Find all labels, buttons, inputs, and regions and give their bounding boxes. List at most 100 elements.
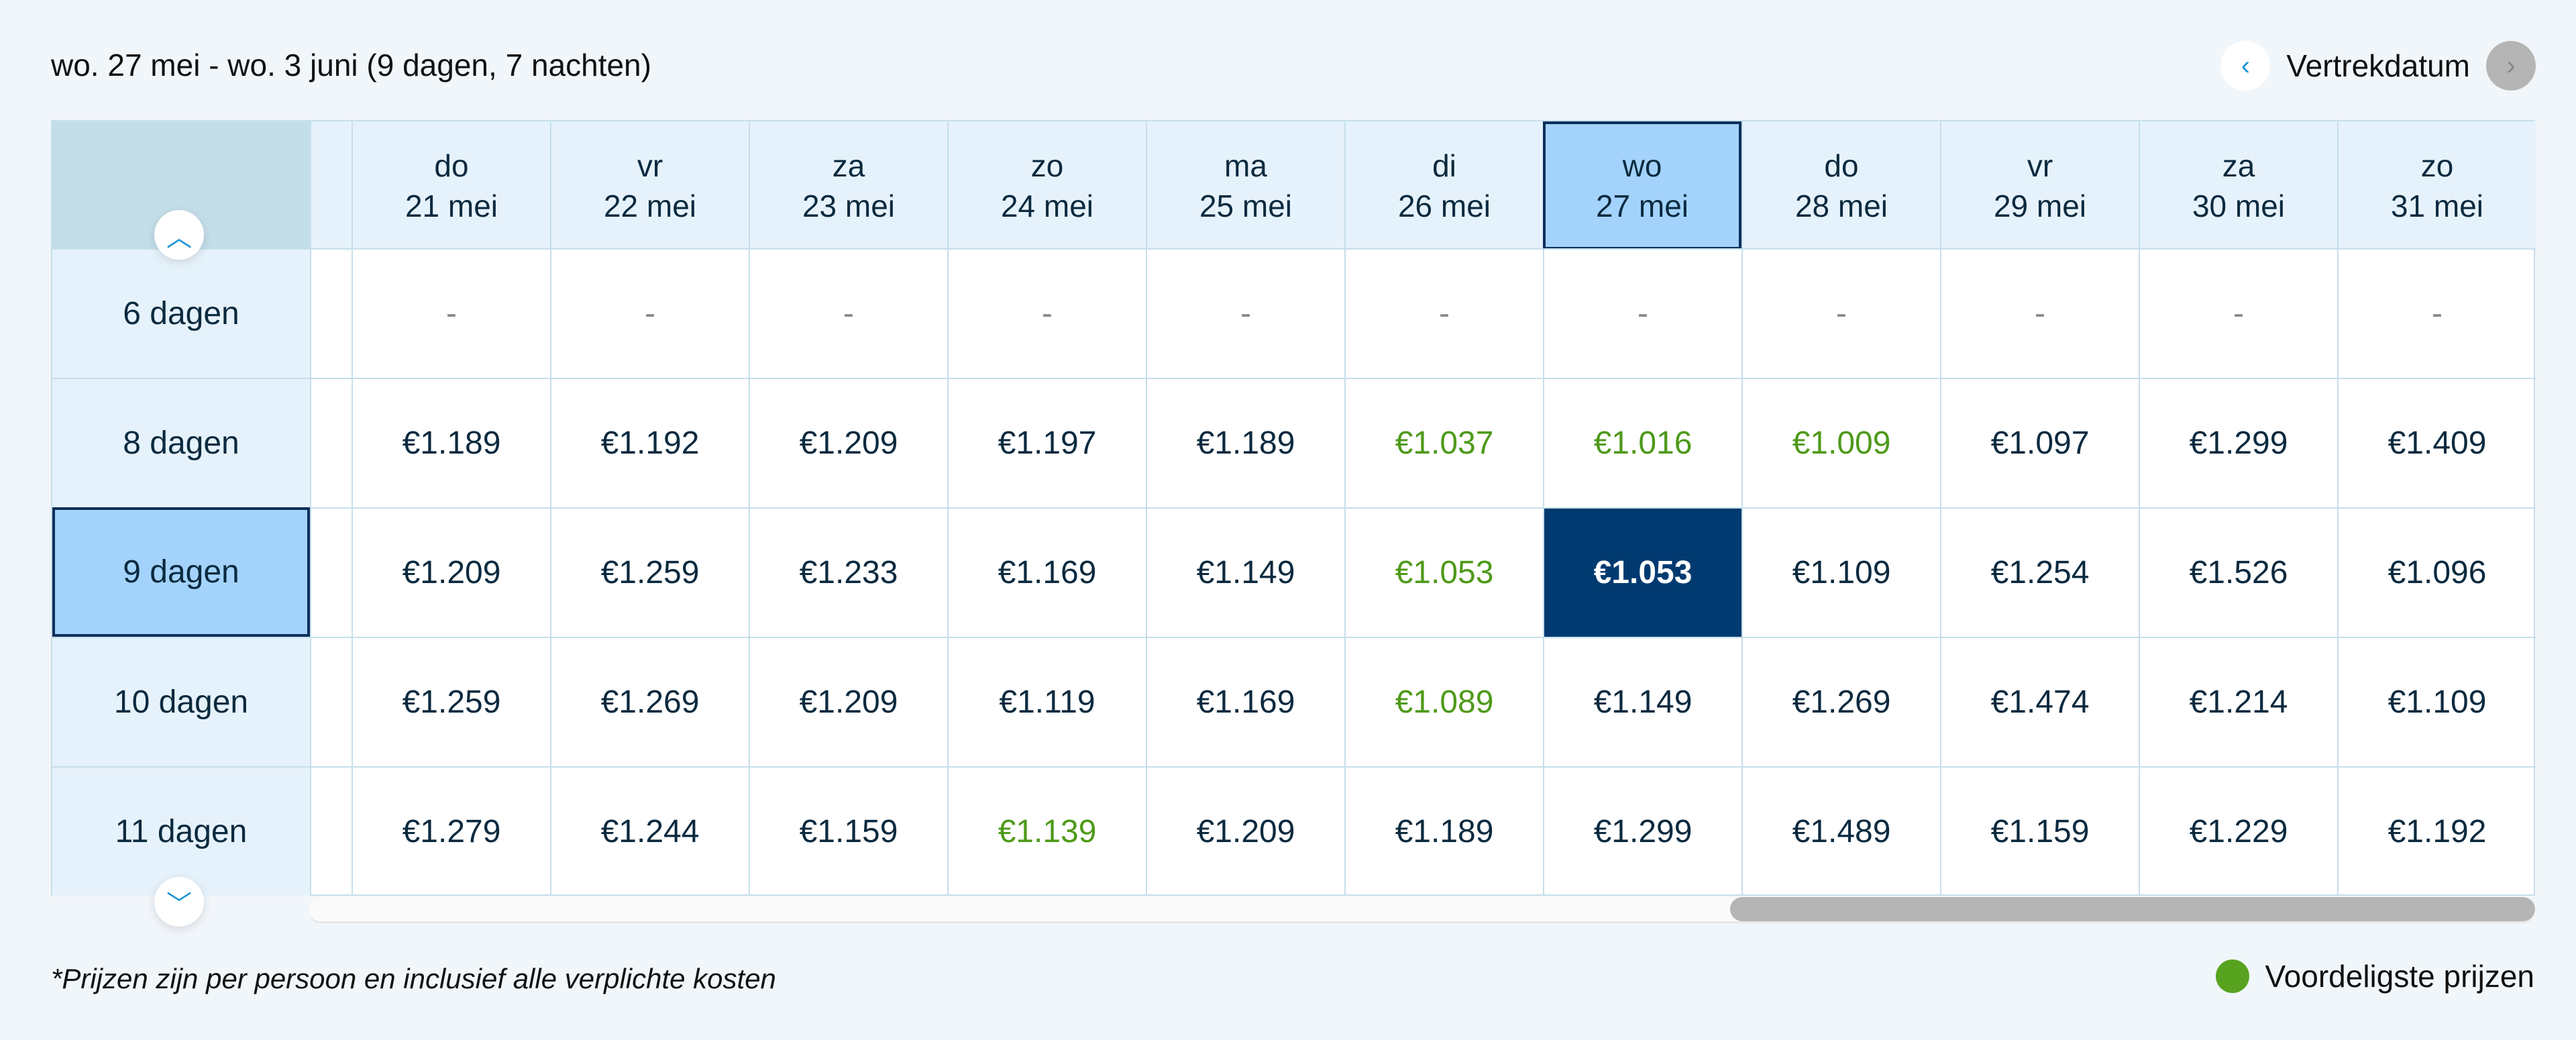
price-cell: - — [1146, 248, 1344, 378]
price-cell[interactable]: €1.209 — [352, 507, 550, 637]
column-date: 26 mei — [1397, 188, 1491, 223]
price-cell[interactable]: €1.229 — [2139, 766, 2337, 896]
price-cell[interactable]: €1.159 — [749, 766, 947, 896]
price-cell[interactable]: €1.053 — [1543, 507, 1741, 637]
price-cell: - — [352, 248, 550, 378]
row-spacer — [310, 507, 353, 637]
scrollbar-thumb[interactable] — [1730, 897, 2535, 921]
column-header[interactable]: di 26 mei — [1344, 121, 1543, 250]
price-cell[interactable]: €1.149 — [1543, 637, 1741, 766]
column-date: 28 mei — [1794, 188, 1888, 223]
column-date: 29 mei — [1993, 188, 2087, 223]
column-date: 30 mei — [2192, 188, 2286, 223]
price-cell[interactable]: €1.214 — [2139, 637, 2337, 766]
price-cell[interactable]: €1.159 — [1940, 766, 2139, 896]
price-cell[interactable]: €1.474 — [1940, 637, 2139, 766]
price-cell[interactable]: €1.139 — [947, 766, 1146, 896]
price-cell[interactable]: €1.299 — [1543, 766, 1741, 896]
price-cell[interactable]: €1.192 — [550, 378, 749, 507]
row-label[interactable]: 11 dagen — [52, 766, 310, 896]
column-header[interactable]: vr 22 mei — [550, 121, 749, 250]
price-cell[interactable]: €1.244 — [550, 766, 749, 896]
row-label[interactable]: 10 dagen — [52, 637, 310, 766]
price-cell[interactable]: €1.037 — [1344, 378, 1543, 507]
row-label[interactable]: 6 dagen — [52, 248, 310, 378]
price-cell[interactable]: €1.409 — [2337, 378, 2536, 507]
column-header[interactable]: do 28 mei — [1741, 121, 1940, 250]
price-cell: - — [1741, 248, 1940, 378]
price-matrix: do 21 mei vr 22 mei za 23 mei zo 24 mei ma 25 mei… — [51, 120, 2536, 896]
column-date: 23 mei — [802, 188, 896, 223]
price-cell: - — [2139, 248, 2337, 378]
horizontal-scrollbar[interactable] — [309, 897, 2535, 923]
price-cell[interactable]: €1.209 — [1146, 766, 1344, 896]
price-cell: - — [1940, 248, 2139, 378]
column-header[interactable]: ma 25 mei — [1146, 121, 1344, 250]
column-day: za — [2222, 148, 2255, 183]
column-date: 31 mei — [2390, 188, 2484, 223]
cheapest-price-dot — [2215, 959, 2249, 993]
price-cell[interactable]: €1.209 — [749, 378, 947, 507]
price-cell[interactable]: €1.096 — [2337, 507, 2536, 637]
price-cell[interactable]: €1.192 — [2337, 766, 2536, 896]
departure-date-nav: ‹ Vertrekdatum › — [2220, 40, 2536, 91]
price-cell[interactable]: €1.149 — [1146, 507, 1344, 637]
column-day: do — [1824, 148, 1859, 183]
column-day: za — [832, 148, 865, 183]
price-cell: - — [1543, 248, 1741, 378]
price-cell[interactable]: €1.269 — [550, 637, 749, 766]
row-label[interactable]: 8 dagen — [52, 378, 310, 507]
price-cell[interactable]: €1.254 — [1940, 507, 2139, 637]
row-spacer — [310, 248, 353, 378]
price-cell: - — [749, 248, 947, 378]
price-cell[interactable]: €1.526 — [2139, 507, 2337, 637]
row-spacer — [310, 766, 353, 896]
price-cell[interactable]: €1.299 — [2139, 378, 2337, 507]
previous-dates-button[interactable]: ‹ — [2220, 41, 2271, 91]
scroll-down-button[interactable]: ﹀ — [154, 877, 204, 927]
column-day: vr — [2027, 148, 2053, 183]
column-date: 27 mei — [1595, 188, 1689, 223]
price-cell[interactable]: €1.233 — [749, 507, 947, 637]
column-header[interactable]: zo 24 mei — [947, 121, 1146, 250]
price-cell[interactable]: €1.189 — [1344, 766, 1543, 896]
price-cell[interactable]: €1.169 — [1146, 637, 1344, 766]
chevron-left-icon: ‹ — [2241, 50, 2251, 81]
price-cell[interactable]: €1.197 — [947, 378, 1146, 507]
column-date: 25 mei — [1199, 188, 1293, 223]
column-header[interactable]: do 21 mei — [352, 121, 550, 250]
price-cell[interactable]: €1.053 — [1344, 507, 1543, 637]
row-label[interactable]: 9 dagen — [52, 507, 310, 637]
price-cell[interactable]: €1.489 — [1741, 766, 1940, 896]
price-cell[interactable]: €1.259 — [550, 507, 749, 637]
price-cell[interactable]: €1.119 — [947, 637, 1146, 766]
price-cell[interactable]: €1.109 — [2337, 637, 2536, 766]
price-cell[interactable]: €1.259 — [352, 637, 550, 766]
column-day: wo — [1622, 148, 1662, 183]
price-cell[interactable]: €1.189 — [1146, 378, 1344, 507]
next-dates-button[interactable]: › — [2486, 41, 2536, 91]
price-cell[interactable]: €1.269 — [1741, 637, 1940, 766]
column-day: zo — [2420, 148, 2454, 183]
row-spacer — [310, 378, 353, 507]
price-cell[interactable]: €1.089 — [1344, 637, 1543, 766]
column-day: di — [1432, 148, 1456, 183]
price-cell[interactable]: €1.009 — [1741, 378, 1940, 507]
column-header[interactable]: za 30 mei — [2139, 121, 2337, 250]
price-cell[interactable]: €1.169 — [947, 507, 1146, 637]
scroll-up-button[interactable]: ︿ — [154, 210, 204, 260]
legend: Voordeligste prijzen — [2215, 958, 2534, 994]
price-cell[interactable]: €1.189 — [352, 378, 550, 507]
price-cell[interactable]: €1.209 — [749, 637, 947, 766]
price-cell[interactable]: €1.097 — [1940, 378, 2139, 507]
column-date: 22 mei — [603, 188, 697, 223]
price-cell[interactable]: €1.279 — [352, 766, 550, 896]
column-header[interactable]: vr 29 mei — [1940, 121, 2139, 250]
column-header[interactable]: za 23 mei — [749, 121, 947, 250]
price-cell[interactable]: €1.109 — [1741, 507, 1940, 637]
chevron-down-icon: ﹀ — [166, 890, 192, 919]
column-header[interactable]: wo 27 mei — [1543, 121, 1741, 250]
column-day: do — [434, 148, 469, 183]
price-cell[interactable]: €1.016 — [1543, 378, 1741, 507]
column-header[interactable]: zo 31 mei — [2337, 121, 2536, 250]
